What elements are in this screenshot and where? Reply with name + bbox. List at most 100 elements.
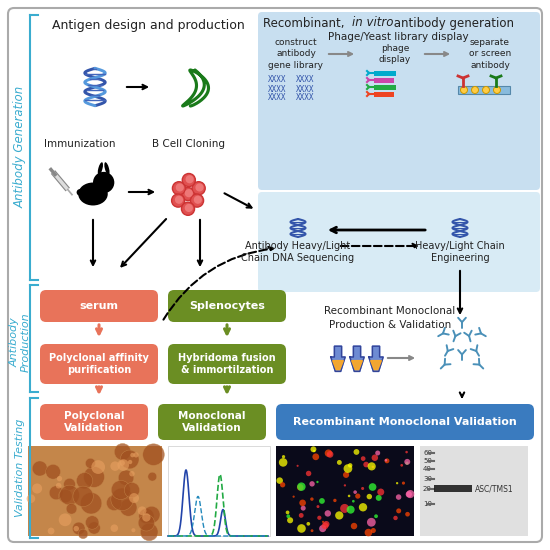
Circle shape bbox=[91, 460, 105, 474]
Circle shape bbox=[134, 452, 139, 458]
Circle shape bbox=[493, 86, 501, 94]
Circle shape bbox=[182, 173, 195, 186]
Circle shape bbox=[354, 449, 359, 455]
FancyBboxPatch shape bbox=[40, 290, 158, 322]
Circle shape bbox=[384, 459, 387, 461]
Circle shape bbox=[471, 86, 478, 94]
Text: XXXX: XXXX bbox=[296, 85, 314, 94]
Circle shape bbox=[361, 456, 366, 461]
Circle shape bbox=[117, 459, 129, 471]
Bar bbox=[458, 86, 510, 94]
Circle shape bbox=[73, 522, 85, 535]
Circle shape bbox=[404, 459, 410, 465]
Circle shape bbox=[76, 189, 83, 196]
Circle shape bbox=[80, 493, 102, 514]
Circle shape bbox=[111, 461, 120, 471]
Polygon shape bbox=[369, 346, 383, 371]
Circle shape bbox=[111, 480, 130, 499]
Ellipse shape bbox=[104, 162, 109, 175]
Circle shape bbox=[313, 450, 315, 452]
Circle shape bbox=[279, 458, 288, 467]
Circle shape bbox=[277, 477, 283, 484]
Circle shape bbox=[148, 472, 157, 481]
Circle shape bbox=[368, 483, 376, 491]
Circle shape bbox=[324, 449, 332, 457]
Circle shape bbox=[317, 516, 321, 520]
Circle shape bbox=[114, 443, 131, 460]
Circle shape bbox=[129, 471, 135, 476]
Circle shape bbox=[172, 182, 185, 195]
Circle shape bbox=[73, 486, 94, 507]
Circle shape bbox=[371, 528, 376, 533]
Circle shape bbox=[58, 489, 72, 503]
Text: Polyclonal affinity
purification: Polyclonal affinity purification bbox=[49, 353, 149, 375]
Text: XXXX: XXXX bbox=[268, 94, 286, 102]
Text: Antibody
Production: Antibody Production bbox=[9, 312, 31, 372]
Circle shape bbox=[367, 494, 372, 499]
Circle shape bbox=[297, 484, 304, 491]
Bar bbox=[434, 485, 472, 492]
Circle shape bbox=[310, 497, 314, 501]
Text: B Cell Cloning: B Cell Cloning bbox=[151, 139, 224, 149]
Text: Hybridoma fusion
& immortilzation: Hybridoma fusion & immortilzation bbox=[178, 353, 276, 375]
Circle shape bbox=[355, 493, 360, 499]
Circle shape bbox=[322, 522, 328, 529]
Circle shape bbox=[119, 460, 125, 466]
FancyBboxPatch shape bbox=[40, 404, 148, 440]
Circle shape bbox=[84, 466, 104, 487]
Circle shape bbox=[306, 471, 311, 476]
Circle shape bbox=[327, 453, 329, 455]
Circle shape bbox=[376, 495, 382, 501]
FancyBboxPatch shape bbox=[40, 344, 158, 384]
Circle shape bbox=[93, 172, 114, 193]
Circle shape bbox=[285, 510, 289, 514]
Circle shape bbox=[74, 526, 79, 531]
Circle shape bbox=[306, 522, 310, 526]
Circle shape bbox=[130, 453, 135, 457]
Text: 10: 10 bbox=[423, 501, 432, 507]
Circle shape bbox=[323, 521, 329, 527]
Circle shape bbox=[175, 183, 184, 191]
Circle shape bbox=[316, 505, 320, 508]
Circle shape bbox=[287, 517, 293, 523]
Circle shape bbox=[32, 461, 47, 476]
Circle shape bbox=[124, 482, 140, 498]
Circle shape bbox=[142, 513, 151, 521]
Polygon shape bbox=[371, 361, 381, 370]
Circle shape bbox=[111, 524, 118, 532]
Circle shape bbox=[138, 515, 155, 531]
Text: phage
display: phage display bbox=[379, 44, 411, 64]
Circle shape bbox=[482, 86, 490, 94]
Circle shape bbox=[182, 202, 195, 215]
Circle shape bbox=[309, 481, 315, 487]
Circle shape bbox=[316, 481, 318, 483]
Circle shape bbox=[182, 188, 195, 201]
FancyBboxPatch shape bbox=[258, 192, 540, 292]
Text: serum: serum bbox=[80, 301, 118, 311]
FancyBboxPatch shape bbox=[168, 290, 286, 322]
Circle shape bbox=[343, 472, 349, 478]
Text: 30: 30 bbox=[423, 476, 432, 482]
FancyBboxPatch shape bbox=[158, 404, 266, 440]
FancyBboxPatch shape bbox=[258, 12, 540, 190]
Circle shape bbox=[293, 496, 295, 498]
Circle shape bbox=[297, 482, 306, 491]
Polygon shape bbox=[351, 361, 362, 370]
Circle shape bbox=[59, 513, 72, 526]
Circle shape bbox=[85, 516, 99, 529]
Circle shape bbox=[140, 523, 158, 541]
Circle shape bbox=[139, 508, 154, 524]
Text: XXXX: XXXX bbox=[268, 85, 286, 94]
Text: Monoclonal
Validation: Monoclonal Validation bbox=[178, 411, 246, 433]
FancyBboxPatch shape bbox=[168, 344, 286, 384]
Circle shape bbox=[375, 450, 380, 455]
Circle shape bbox=[138, 507, 146, 515]
Text: 60: 60 bbox=[423, 450, 432, 456]
Bar bbox=[420, 446, 528, 536]
Bar bbox=[168, 446, 270, 536]
Circle shape bbox=[367, 462, 376, 470]
Circle shape bbox=[359, 503, 367, 512]
Text: construct
antibody
gene library: construct antibody gene library bbox=[268, 39, 323, 70]
Circle shape bbox=[66, 503, 77, 514]
Circle shape bbox=[405, 461, 409, 465]
